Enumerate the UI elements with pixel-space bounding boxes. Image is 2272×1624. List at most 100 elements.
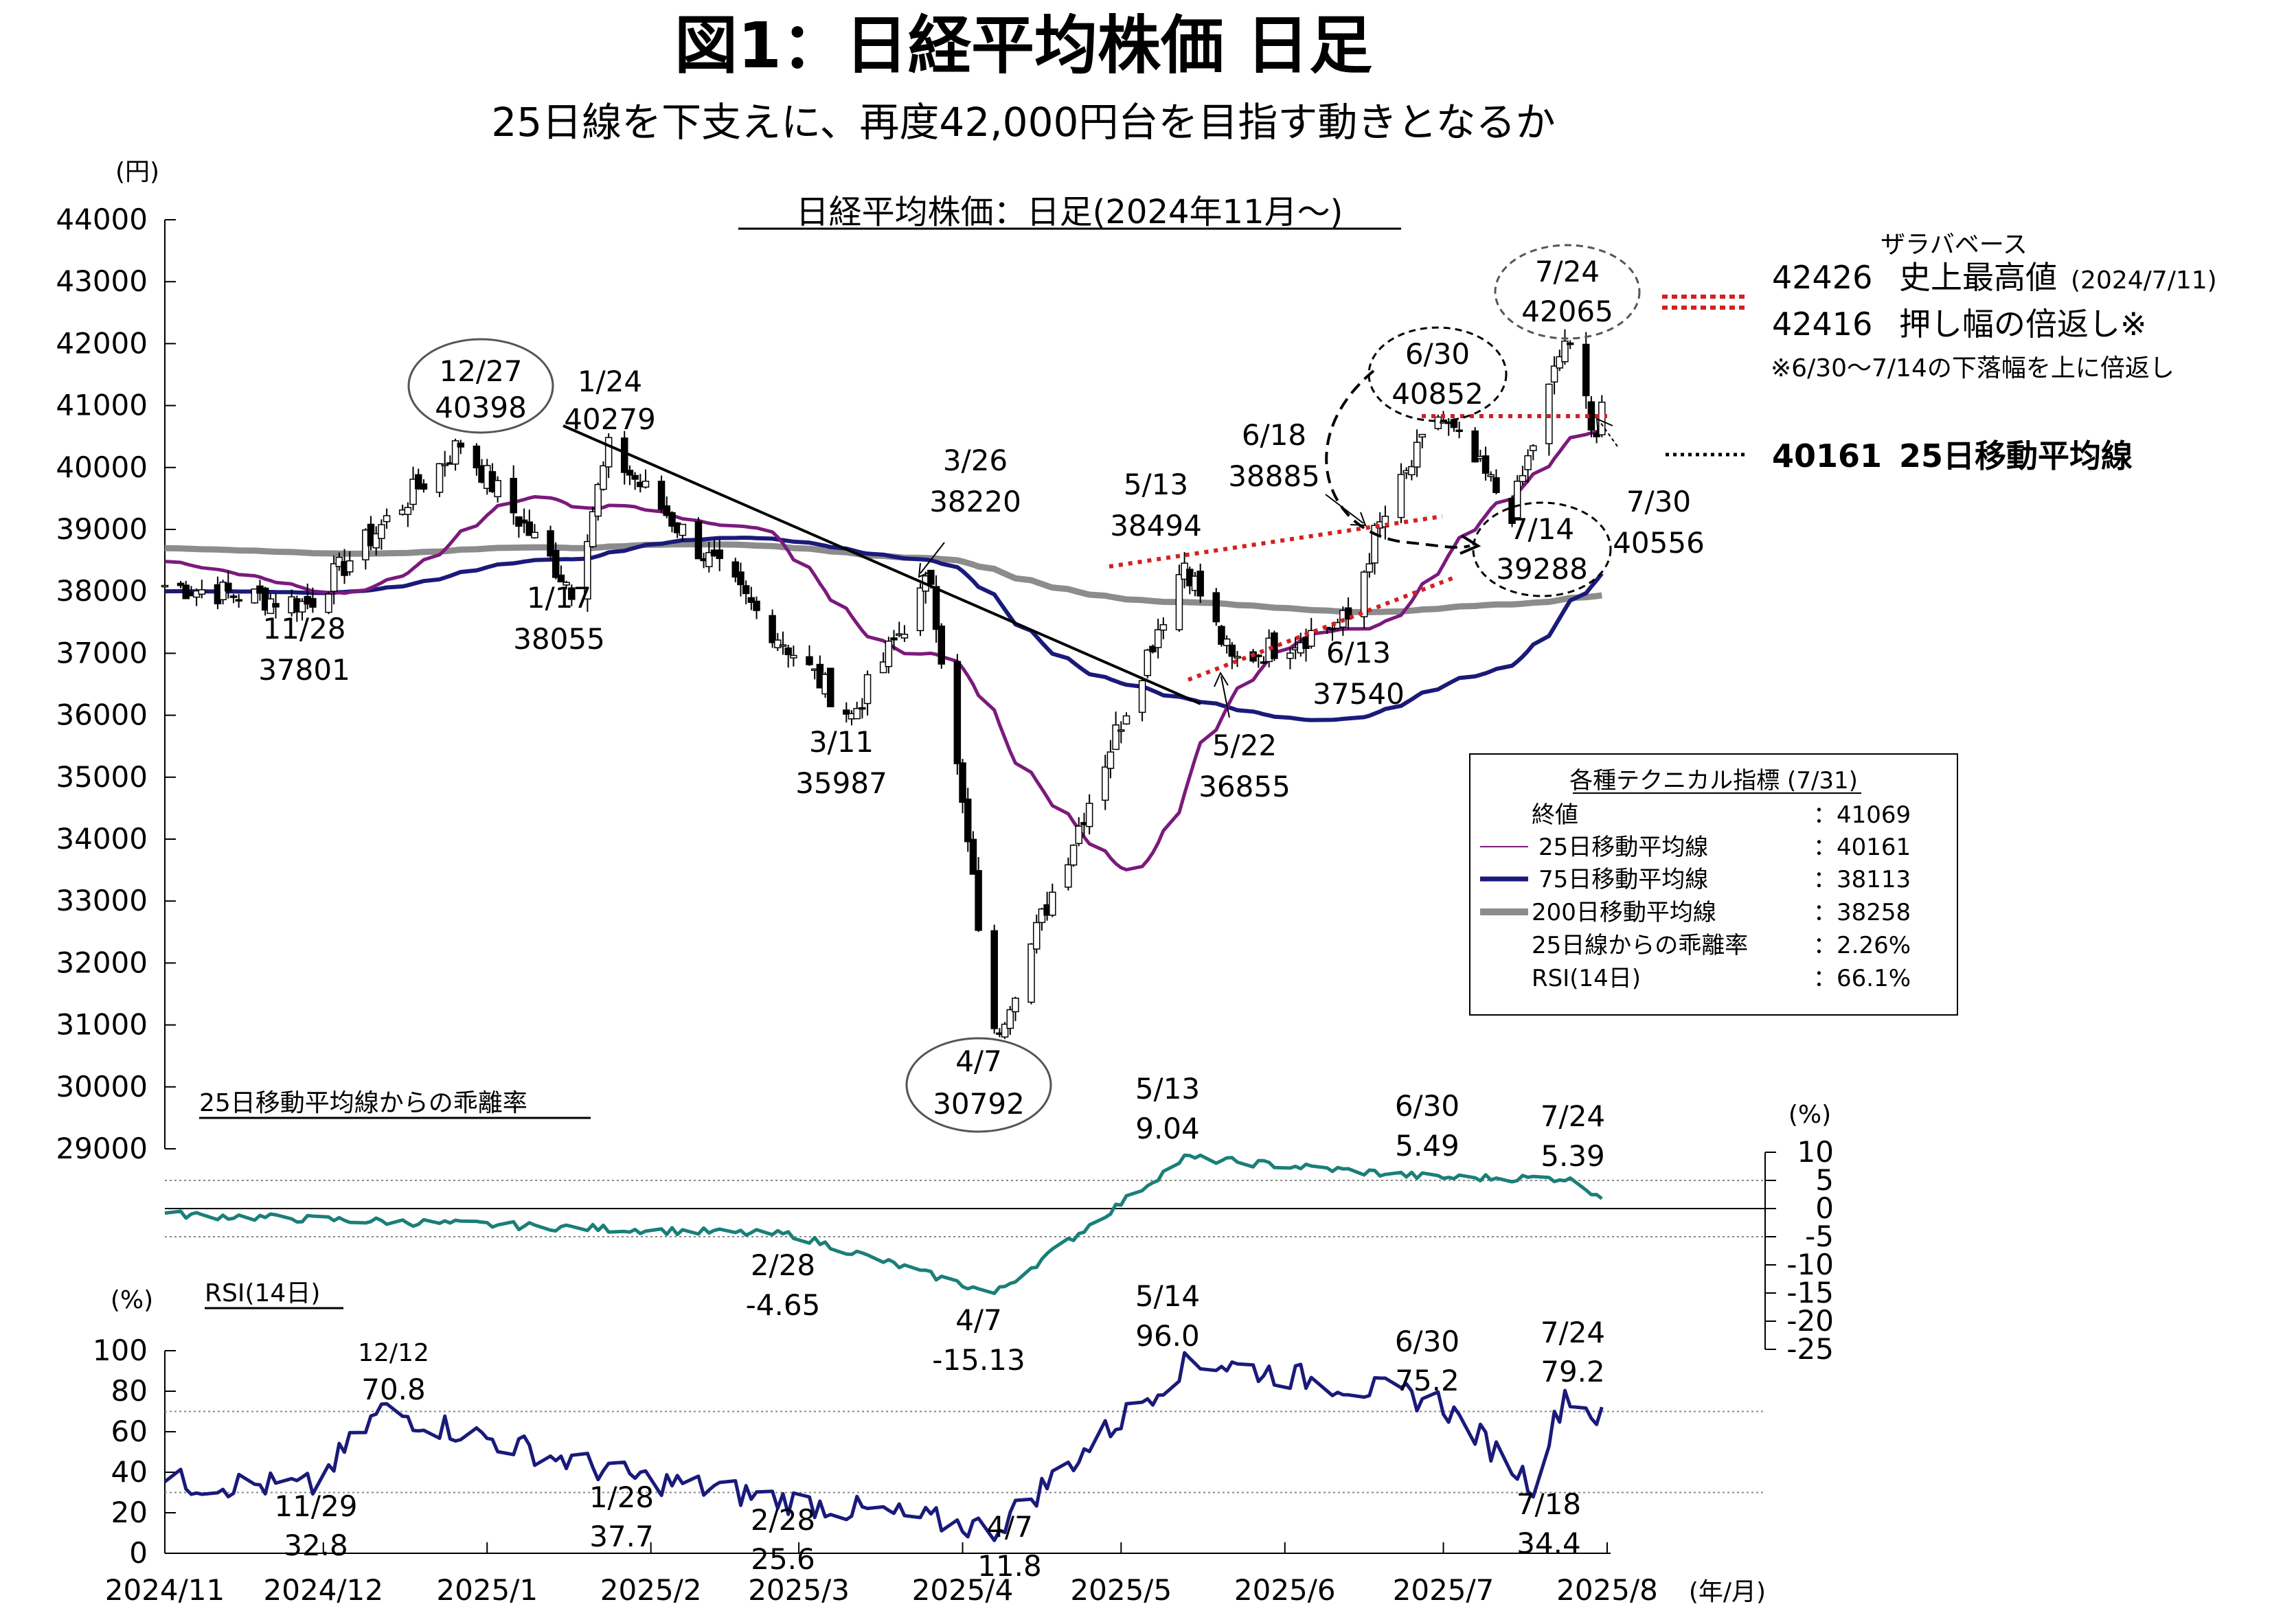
svg-text:42426: 42426: [1772, 259, 1872, 296]
svg-text:：41069: ：41069: [1813, 801, 1911, 829]
main-panel-title: 日経平均株価：日足(2024年11月～): [796, 193, 1343, 231]
candle-body: [626, 470, 634, 476]
svg-text:75日移動平均線: 75日移動平均線: [1538, 866, 1708, 893]
candle-body: [668, 512, 676, 527]
candle-body: [1065, 864, 1072, 888]
candle-body: [1049, 891, 1056, 916]
candle-body: [859, 707, 866, 710]
annotation-0326: 3/26 38220: [918, 444, 1021, 578]
candle-body: [589, 511, 597, 547]
svg-text:37801: 37801: [258, 653, 350, 687]
svg-text:※6/30～7/14の下落幅を上に倍返し: ※6/30～7/14の下落幅を上に倍返し: [1771, 354, 2174, 382]
candle-body: [1234, 656, 1241, 659]
main-y-tick-label: 39000: [56, 512, 148, 546]
rsi-y-tick-label: 40: [111, 1455, 148, 1489]
dev-y-tick-label: -10: [1786, 1248, 1834, 1281]
candle-body: [1408, 466, 1416, 476]
svg-text:42416: 42416: [1772, 306, 1872, 343]
candle-body: [1556, 356, 1564, 369]
candle-body: [826, 667, 834, 707]
svg-text:：66.1%: ：66.1%: [1813, 965, 1911, 992]
candle-body: [441, 464, 448, 466]
candle-body: [1027, 943, 1035, 1003]
dev-y-tick-label: 0: [1815, 1191, 1834, 1225]
technical-legend: 各種テクニカル指標 (7/31) 終値 ：41069 25日移動平均線 ：401…: [1469, 753, 1958, 1016]
rsi-y-axis: 100 80 60 40 20 0: [93, 1334, 1765, 1570]
candle-body: [1344, 607, 1352, 620]
svg-text:40398: 40398: [435, 391, 527, 424]
candle-body: [1112, 724, 1120, 751]
svg-text:2/28: 2/28: [751, 1248, 815, 1282]
main-y-tick-label: 36000: [56, 698, 148, 732]
candle-body: [1144, 649, 1152, 676]
candle-body: [1328, 628, 1337, 630]
candle-body: [325, 593, 332, 613]
x-tick-label: 2025/8: [1556, 1573, 1658, 1607]
candle-body: [900, 633, 909, 639]
svg-text:史上最高値: 史上最高値: [1899, 259, 2057, 296]
candle-body: [1545, 383, 1553, 444]
candle-body: [520, 519, 528, 524]
svg-text:4/7: 4/7: [955, 1044, 1002, 1078]
main-y-tick-label: 30000: [56, 1070, 148, 1103]
candle-body: [1069, 845, 1078, 866]
main-y-tick-label: 34000: [56, 822, 148, 856]
candle-body: [1032, 922, 1041, 950]
candle-body: [969, 838, 977, 875]
candle-body: [457, 442, 465, 448]
x-tick-label: 2025/7: [1393, 1573, 1495, 1607]
svg-text:7/30: 7/30: [1626, 485, 1691, 518]
candle-body: [404, 507, 412, 515]
svg-text:34.4: 34.4: [1516, 1526, 1581, 1560]
chart-title: 図1：日経平均株価 日足: [674, 9, 1372, 82]
svg-text:38055: 38055: [513, 622, 605, 656]
main-y-tick-label: 44000: [56, 203, 148, 236]
svg-text:38220: 38220: [929, 485, 1021, 518]
candle-body: [345, 560, 354, 573]
candle-body: [1582, 343, 1590, 397]
candle-body: [557, 574, 565, 583]
candle-body: [1530, 445, 1537, 451]
candle-body: [584, 540, 591, 600]
candle-body: [806, 656, 813, 665]
candle-body: [177, 582, 185, 586]
support-dotted-lower: [1187, 575, 1457, 682]
candle-body: [916, 587, 924, 632]
svg-text:5/22: 5/22: [1212, 729, 1277, 762]
candle-body: [1360, 571, 1368, 617]
svg-text:3/26: 3/26: [943, 444, 1008, 477]
x-axis: 2024/11 2024/12 2025/1 2025/2 2025/3 2025/4 20…: [105, 1542, 1658, 1607]
candle-body: [1075, 825, 1083, 845]
candlestick-series: [161, 329, 1606, 1040]
svg-text:：2.26%: ：2.26%: [1813, 932, 1911, 959]
main-y-tick-label: 32000: [56, 946, 148, 979]
svg-text:36855: 36855: [1199, 770, 1291, 803]
candle-body: [890, 637, 898, 641]
candle-body: [964, 799, 972, 843]
candle-body: [1255, 654, 1262, 657]
svg-text:1/24: 1/24: [578, 365, 642, 398]
candle-body: [1001, 1023, 1009, 1038]
candle-body: [1218, 626, 1225, 645]
candle-body: [1117, 729, 1125, 732]
annotation-0513: 5/13 38494: [1110, 468, 1202, 542]
rsi-y-tick-label: 100: [93, 1334, 148, 1367]
main-y-tick-label: 40000: [56, 450, 148, 484]
candle-body: [235, 599, 242, 602]
candle-body: [161, 584, 169, 588]
candle-body: [705, 551, 713, 567]
svg-text:4/7: 4/7: [955, 1303, 1002, 1337]
annotation-0613: 6/13 37540: [1313, 636, 1405, 711]
candle-body: [525, 521, 534, 536]
main-y-tick-label: 33000: [56, 884, 148, 917]
candle-body: [225, 582, 232, 592]
ellipse-0714: [1472, 501, 1612, 597]
deviation-line-group: [164, 1153, 1603, 1295]
main-y-tick-label: 31000: [56, 1008, 148, 1042]
candle-body: [420, 483, 428, 490]
svg-text:96.0: 96.0: [1135, 1319, 1200, 1353]
candle-body: [1413, 442, 1421, 468]
candle-body: [1598, 401, 1606, 435]
dev-y-tick-label: -15: [1786, 1276, 1834, 1310]
